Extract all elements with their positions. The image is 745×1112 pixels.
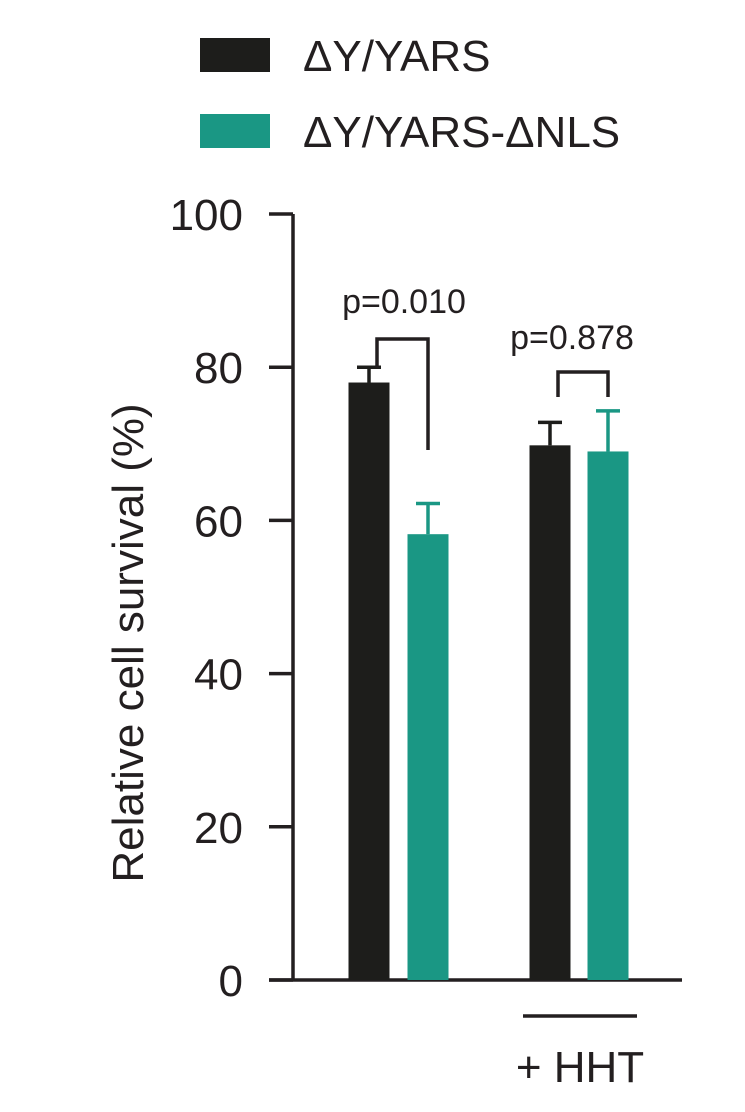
significance-bracket-2	[556, 370, 610, 397]
p-value-label-2: p=0.878	[510, 319, 634, 357]
bar-untreated-series-2	[407, 534, 449, 980]
legend-swatch-2	[200, 114, 270, 148]
y-tick-label: 60	[194, 497, 243, 546]
bar-HHT-series-2	[587, 451, 629, 981]
legend-label-2: ΔY/YARS-ΔNLS	[303, 108, 620, 157]
annotations: p=0.010 p=0.878	[342, 283, 634, 450]
bars	[348, 365, 629, 981]
y-tick-label: 100	[170, 191, 243, 240]
y-tick-label: 40	[194, 651, 243, 700]
group-label-HHT: + HHT	[516, 1043, 644, 1092]
y-axis: 0 20 40 60 80 100 Relative cell survival (%)	[104, 191, 682, 1006]
y-tick-label: 80	[194, 344, 243, 393]
p-value-label-1: p=0.010	[342, 283, 466, 321]
significance-bracket-1	[375, 337, 430, 450]
y-tick-label: 0	[219, 957, 243, 1006]
y-axis-title: Relative cell survival (%)	[104, 403, 153, 882]
legend: ΔY/YARS ΔY/YARS-ΔNLS	[200, 32, 620, 157]
group-labels: + HHT	[516, 1014, 644, 1092]
bar-untreated-series-1	[348, 382, 390, 980]
y-tick-label: 20	[194, 804, 243, 853]
bar-HHT-series-1	[529, 445, 571, 980]
legend-label-1: ΔY/YARS	[303, 32, 491, 81]
legend-swatch-1	[200, 38, 270, 72]
